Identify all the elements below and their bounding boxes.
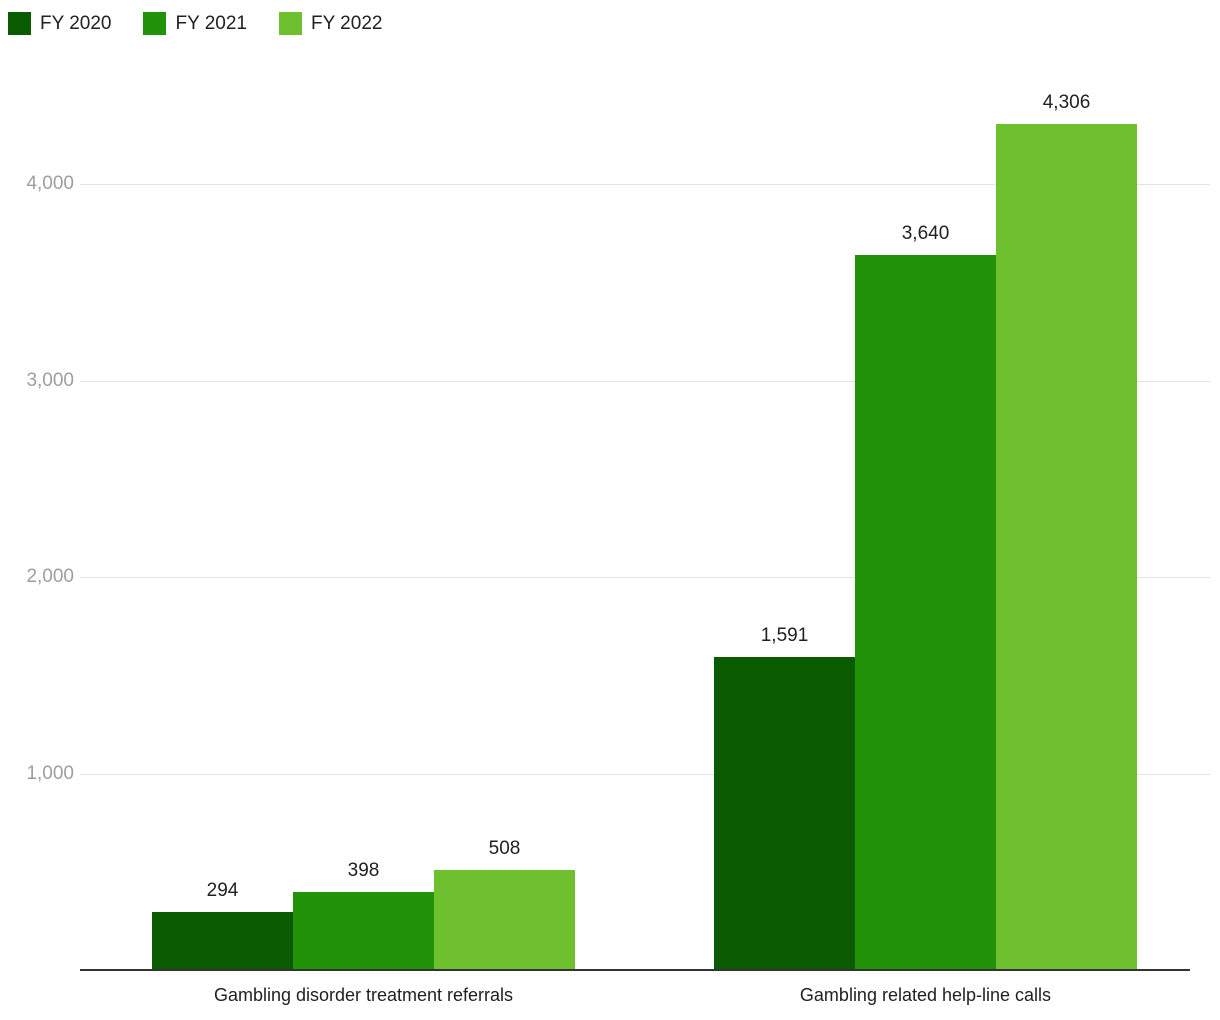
chart-legend: FY 2020 FY 2021 FY 2022 bbox=[8, 12, 382, 35]
bar-fy-2021-group0 bbox=[293, 892, 434, 970]
legend-swatch-icon bbox=[8, 12, 31, 35]
gridline-3000 bbox=[80, 381, 1210, 382]
legend-label: FY 2020 bbox=[40, 13, 112, 34]
gridline-4000 bbox=[80, 184, 1210, 185]
legend-swatch-icon bbox=[143, 12, 167, 35]
legend-swatch-icon bbox=[278, 12, 302, 35]
gridline-1000 bbox=[80, 774, 1210, 775]
x-axis-category-label: Gambling disorder treatment referrals bbox=[213, 985, 514, 1005]
bar-fy-2020-group1 bbox=[714, 657, 855, 970]
bar-fy-2020-group0 bbox=[152, 912, 293, 970]
bar-value-label: 294 bbox=[206, 880, 239, 901]
y-axis-tick-label: 3,000 bbox=[26, 370, 74, 391]
y-axis-tick-label: 4,000 bbox=[26, 173, 74, 194]
gridline-2000 bbox=[80, 577, 1210, 578]
bar-fy-2021-group1 bbox=[855, 255, 996, 970]
bar-fy-2022-group1 bbox=[996, 124, 1137, 970]
bar-fy-2022-group0 bbox=[434, 870, 575, 970]
bar-value-label: 4,306 bbox=[1042, 92, 1091, 113]
legend-item-fy-2021: FY 2021 bbox=[143, 12, 247, 35]
x-axis-category-label: Gambling related help-line calls bbox=[799, 985, 1052, 1005]
legend-label: FY 2022 bbox=[310, 13, 383, 34]
bar-value-label: 3,640 bbox=[901, 223, 950, 244]
y-axis-tick-label: 1,000 bbox=[26, 763, 74, 784]
legend-item-fy-2022: FY 2022 bbox=[278, 12, 383, 35]
x-axis-line bbox=[80, 969, 1190, 971]
bar-value-label: 398 bbox=[347, 860, 380, 881]
bar-value-label: 508 bbox=[488, 838, 521, 859]
y-axis-tick-label: 2,000 bbox=[26, 566, 74, 587]
legend-label: FY 2021 bbox=[175, 13, 247, 34]
bar-value-label: 1,591 bbox=[760, 625, 809, 646]
legend-item-fy-2020: FY 2020 bbox=[8, 12, 111, 35]
